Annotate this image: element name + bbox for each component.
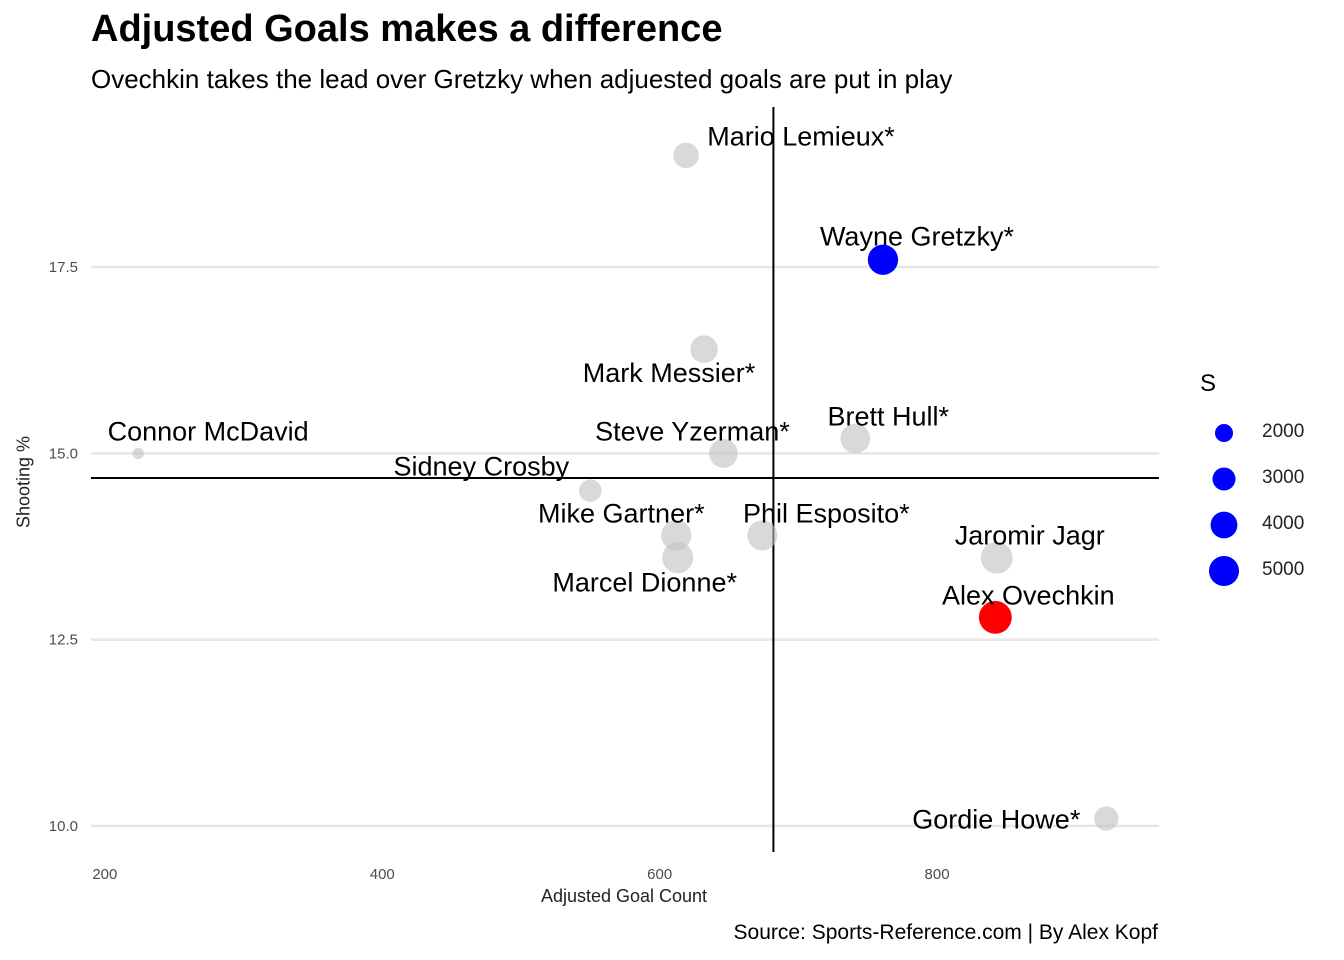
legend-swatch-5000 bbox=[1208, 555, 1240, 587]
y-tick-label: 17.5 bbox=[49, 259, 78, 276]
point-steve-yzerman bbox=[709, 439, 738, 468]
point-wayne-gretzky bbox=[867, 244, 899, 275]
point-marcel-dionne bbox=[662, 542, 694, 574]
point-mike-gartner bbox=[661, 520, 692, 551]
point-mario-lemieux bbox=[673, 142, 699, 169]
point-phil-esposito bbox=[747, 520, 778, 551]
grid-lines bbox=[91, 265, 1159, 828]
data-points bbox=[132, 142, 1119, 831]
legend-swatch-3000 bbox=[1212, 467, 1236, 491]
point-connor-mcdavid bbox=[132, 447, 144, 460]
x-tick-label: 600 bbox=[647, 866, 672, 883]
point-sidney-crosby bbox=[579, 479, 602, 502]
label-mark-messier: Mark Messier* bbox=[583, 358, 756, 388]
label-jaromir-jagr: Jaromir Jagr bbox=[955, 521, 1105, 551]
label-sidney-crosby: Sidney Crosby bbox=[394, 452, 570, 482]
legend-label-3000: 3000 bbox=[1262, 467, 1305, 488]
x-tick-label: 200 bbox=[92, 866, 117, 883]
legend-swatch-2000 bbox=[1214, 423, 1234, 443]
legend-label-2000: 2000 bbox=[1262, 421, 1305, 442]
x-tick-label: 400 bbox=[370, 866, 395, 883]
legend-label-5000: 5000 bbox=[1262, 559, 1305, 580]
y-tick-label: 10.0 bbox=[49, 818, 78, 835]
label-wayne-gretzky: Wayne Gretzky* bbox=[820, 222, 1015, 252]
x-axis-label: Adjusted Goal Count bbox=[540, 886, 708, 906]
y-tick-label: 15.0 bbox=[49, 445, 78, 462]
label-gordie-howe: Gordie Howe* bbox=[912, 804, 1081, 834]
label-brett-hull: Brett Hull* bbox=[827, 402, 949, 432]
y-axis-label: Shooting % bbox=[13, 435, 34, 529]
chart-subtitle: Ovechkin takes the lead over Gretzky whe… bbox=[91, 64, 953, 94]
label-mario-lemieux: Mario Lemieux* bbox=[707, 121, 895, 151]
chart-caption: Source: Sports-Reference.com | By Alex K… bbox=[733, 921, 1158, 944]
x-tick-label: 800 bbox=[925, 866, 950, 883]
point-brett-hull bbox=[840, 423, 871, 454]
legend-title: S bbox=[1200, 370, 1217, 397]
point-mark-messier bbox=[690, 335, 718, 363]
label-marcel-dionne: Marcel Dionne* bbox=[552, 568, 737, 598]
size-legend-marks bbox=[1208, 423, 1240, 587]
label-steve-yzerman: Steve Yzerman* bbox=[595, 416, 790, 446]
label-connor-mcdavid: Connor McDavid bbox=[108, 416, 309, 446]
label-mike-gartner: Mike Gartner* bbox=[538, 498, 705, 528]
reference-lines bbox=[91, 107, 1159, 852]
legend-label-4000: 4000 bbox=[1262, 513, 1305, 534]
legend-swatch-4000 bbox=[1210, 511, 1238, 539]
point-alex-ovechkin bbox=[978, 600, 1012, 634]
chart-title: Adjusted Goals makes a difference bbox=[91, 8, 723, 50]
point-jaromir-jagr bbox=[980, 541, 1013, 574]
label-phil-esposito: Phil Esposito* bbox=[743, 498, 910, 528]
label-alex-ovechkin: Alex Ovechkin bbox=[942, 580, 1115, 610]
point-gordie-howe bbox=[1094, 806, 1119, 831]
axis-ticks: 10.0 12.5 15.0 17.5 200 400 600 800 bbox=[49, 259, 950, 883]
y-tick-label: 12.5 bbox=[49, 632, 78, 649]
point-labels: Mario Lemieux* Wayne Gretzky* Mark Messier… bbox=[108, 121, 1115, 834]
